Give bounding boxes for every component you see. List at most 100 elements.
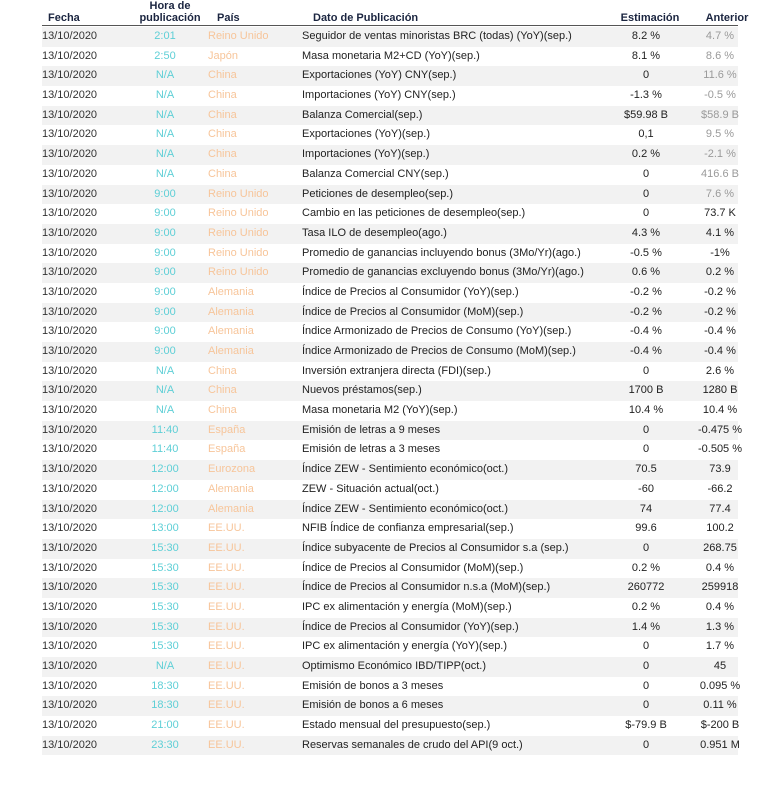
- previous-cell: 7.6 %: [705, 187, 735, 200]
- table-row: 13/10/2020 9:00 Reino Unido Peticiones de d…: [42, 184, 738, 205]
- date-cell: 13/10/2020: [42, 187, 98, 200]
- date-cell: 13/10/2020: [42, 128, 98, 141]
- date-cell: 13/10/2020: [42, 345, 98, 357]
- country-cell: Alemania: [208, 305, 254, 318]
- event-cell: Emisión de bonos a 3 meses: [302, 679, 444, 692]
- table-row: 13/10/2020 13:00 EE.UU. NFIB Índice de conf…: [42, 519, 738, 539]
- table-row: 13/10/2020 15:30 EE.UU. Índice subyacente d…: [42, 538, 738, 559]
- header-country: País: [217, 12, 240, 24]
- previous-cell: 0.095 %: [699, 679, 741, 692]
- event-cell: Exportaciones (YoY) CNY(sep.): [302, 69, 457, 82]
- event-cell: Emisión de bonos a 6 meses: [302, 699, 444, 712]
- date-cell: 13/10/2020: [42, 364, 98, 377]
- time-cell: 11:40: [151, 443, 179, 456]
- previous-cell: -1%: [710, 246, 730, 259]
- event-cell: Masa monetaria M2+CD (YoY)(sep.): [302, 49, 480, 62]
- country-cell: Japón: [208, 49, 238, 62]
- country-cell: China: [208, 148, 237, 161]
- table-row: 13/10/2020 N/A EE.UU. Optimismo Económico I…: [42, 657, 738, 677]
- previous-cell: 0.951 M: [700, 738, 740, 751]
- date-cell: 13/10/2020: [42, 89, 98, 102]
- event-cell: Balanza Comercial(sep.): [302, 108, 423, 121]
- previous-cell: -0.4 %: [704, 325, 736, 338]
- country-cell: EE.UU.: [208, 660, 245, 672]
- country-cell: China: [208, 69, 237, 82]
- date-cell: 13/10/2020: [42, 699, 98, 712]
- country-cell: EE.UU.: [208, 738, 245, 751]
- table-row: 13/10/2020 18:30 EE.UU. Emisión de bonos a …: [42, 696, 738, 717]
- time-cell: 9:00: [154, 266, 176, 279]
- date-cell: 13/10/2020: [42, 640, 98, 653]
- date-cell: 13/10/2020: [42, 226, 98, 239]
- table-row: 13/10/2020 N/A China Exportaciones (YoY) CN…: [42, 66, 738, 87]
- time-cell: 12:00: [151, 463, 179, 476]
- event-cell: Índice de Precios al Consumidor (MoM)(se…: [302, 305, 524, 318]
- date-cell: 13/10/2020: [42, 246, 98, 259]
- estimate-cell: 0: [642, 679, 650, 692]
- previous-cell: -2.1 %: [704, 148, 736, 161]
- event-cell: Índice de Precios al Consumidor (YoY)(se…: [302, 285, 519, 298]
- time-cell: 2:01: [154, 30, 176, 42]
- date-cell: 13/10/2020: [42, 207, 98, 220]
- date-cell: 13/10/2020: [42, 49, 98, 62]
- previous-cell: 259918: [701, 581, 739, 594]
- date-cell: 13/10/2020: [42, 660, 98, 672]
- time-cell: 13:00: [151, 522, 179, 535]
- time-cell: N/A: [155, 89, 175, 102]
- time-cell: N/A: [155, 364, 175, 377]
- previous-cell: -0.475 %: [697, 423, 743, 436]
- estimate-cell: 0: [642, 423, 650, 436]
- country-cell: EE.UU.: [208, 640, 245, 653]
- date-cell: 13/10/2020: [42, 463, 98, 476]
- estimate-cell: -0.2 %: [630, 305, 662, 318]
- time-cell: 15:30: [151, 561, 179, 574]
- date-cell: 13/10/2020: [42, 581, 98, 594]
- estimate-cell: 4.3 %: [631, 226, 661, 239]
- estimate-cell: 0: [642, 443, 650, 456]
- date-cell: 13/10/2020: [42, 738, 98, 751]
- estimate-cell: 0.2 %: [631, 561, 661, 574]
- time-cell: 9:00: [154, 207, 176, 220]
- country-cell: Reino Unido: [208, 207, 269, 220]
- time-cell: 21:00: [151, 719, 179, 732]
- event-cell: IPC ex alimentación y energía (MoM)(sep.…: [302, 600, 512, 613]
- event-cell: Emisión de letras a 9 meses: [302, 423, 441, 436]
- date-cell: 13/10/2020: [42, 522, 98, 535]
- estimate-cell: 1.4 %: [631, 620, 661, 633]
- country-cell: Eurozona: [208, 463, 256, 476]
- table-row: 13/10/2020 9:00 Reino Unido Promedio de gan…: [42, 244, 738, 264]
- estimate-cell: 74: [639, 502, 653, 515]
- country-cell: Alemania: [208, 345, 254, 357]
- table-row: 13/10/2020 12:00 Alemania ZEW - Situación a…: [42, 480, 738, 500]
- estimate-cell: $59.98 B: [623, 108, 669, 121]
- event-cell: NFIB Índice de confianza empresarial(sep…: [302, 522, 514, 535]
- time-cell: 23:30: [151, 738, 179, 751]
- country-cell: España: [208, 443, 246, 456]
- estimate-cell: 0: [642, 69, 650, 82]
- table-body: 13/10/2020 2:01 Reino Unido Seguidor de ven…: [42, 27, 742, 756]
- table-row: 13/10/2020 23:30 EE.UU. Reservas semanales …: [42, 735, 740, 756]
- table-row: 13/10/2020 9:00 Reino Unido Cambio en las p…: [42, 204, 738, 224]
- country-cell: EE.UU.: [208, 561, 245, 574]
- header-time-line1: Hora de: [149, 0, 191, 12]
- time-cell: 9:00: [154, 325, 176, 338]
- date-cell: 13/10/2020: [42, 502, 98, 515]
- estimate-cell: 0: [642, 699, 650, 712]
- event-cell: Inversión extranjera directa (FDI)(sep.): [302, 364, 491, 377]
- estimate-cell: 1700 B: [628, 384, 664, 397]
- previous-cell: 11.6 %: [703, 69, 737, 82]
- table-row: 13/10/2020 9:00 Alemania Índice Armonizado …: [42, 342, 738, 362]
- estimate-cell: 70.5: [635, 463, 657, 476]
- time-cell: 9:00: [154, 285, 176, 298]
- time-cell: 15:30: [151, 581, 179, 594]
- event-cell: Estado mensual del presupuesto(sep.): [302, 719, 491, 732]
- country-cell: EE.UU.: [208, 600, 245, 613]
- time-cell: 9:00: [154, 305, 176, 318]
- time-cell: 15:30: [151, 600, 179, 613]
- table-row: 13/10/2020 15:30 EE.UU. Índice de Precios a…: [42, 559, 738, 579]
- time-cell: N/A: [155, 69, 175, 82]
- country-cell: China: [208, 384, 237, 397]
- event-cell: Índice ZEW - Sentimiento económico(oct.): [302, 502, 509, 515]
- header-event: Dato de Publicación: [313, 12, 419, 24]
- table-row: 13/10/2020 21:00 EE.UU. Estado mensual del …: [42, 716, 739, 736]
